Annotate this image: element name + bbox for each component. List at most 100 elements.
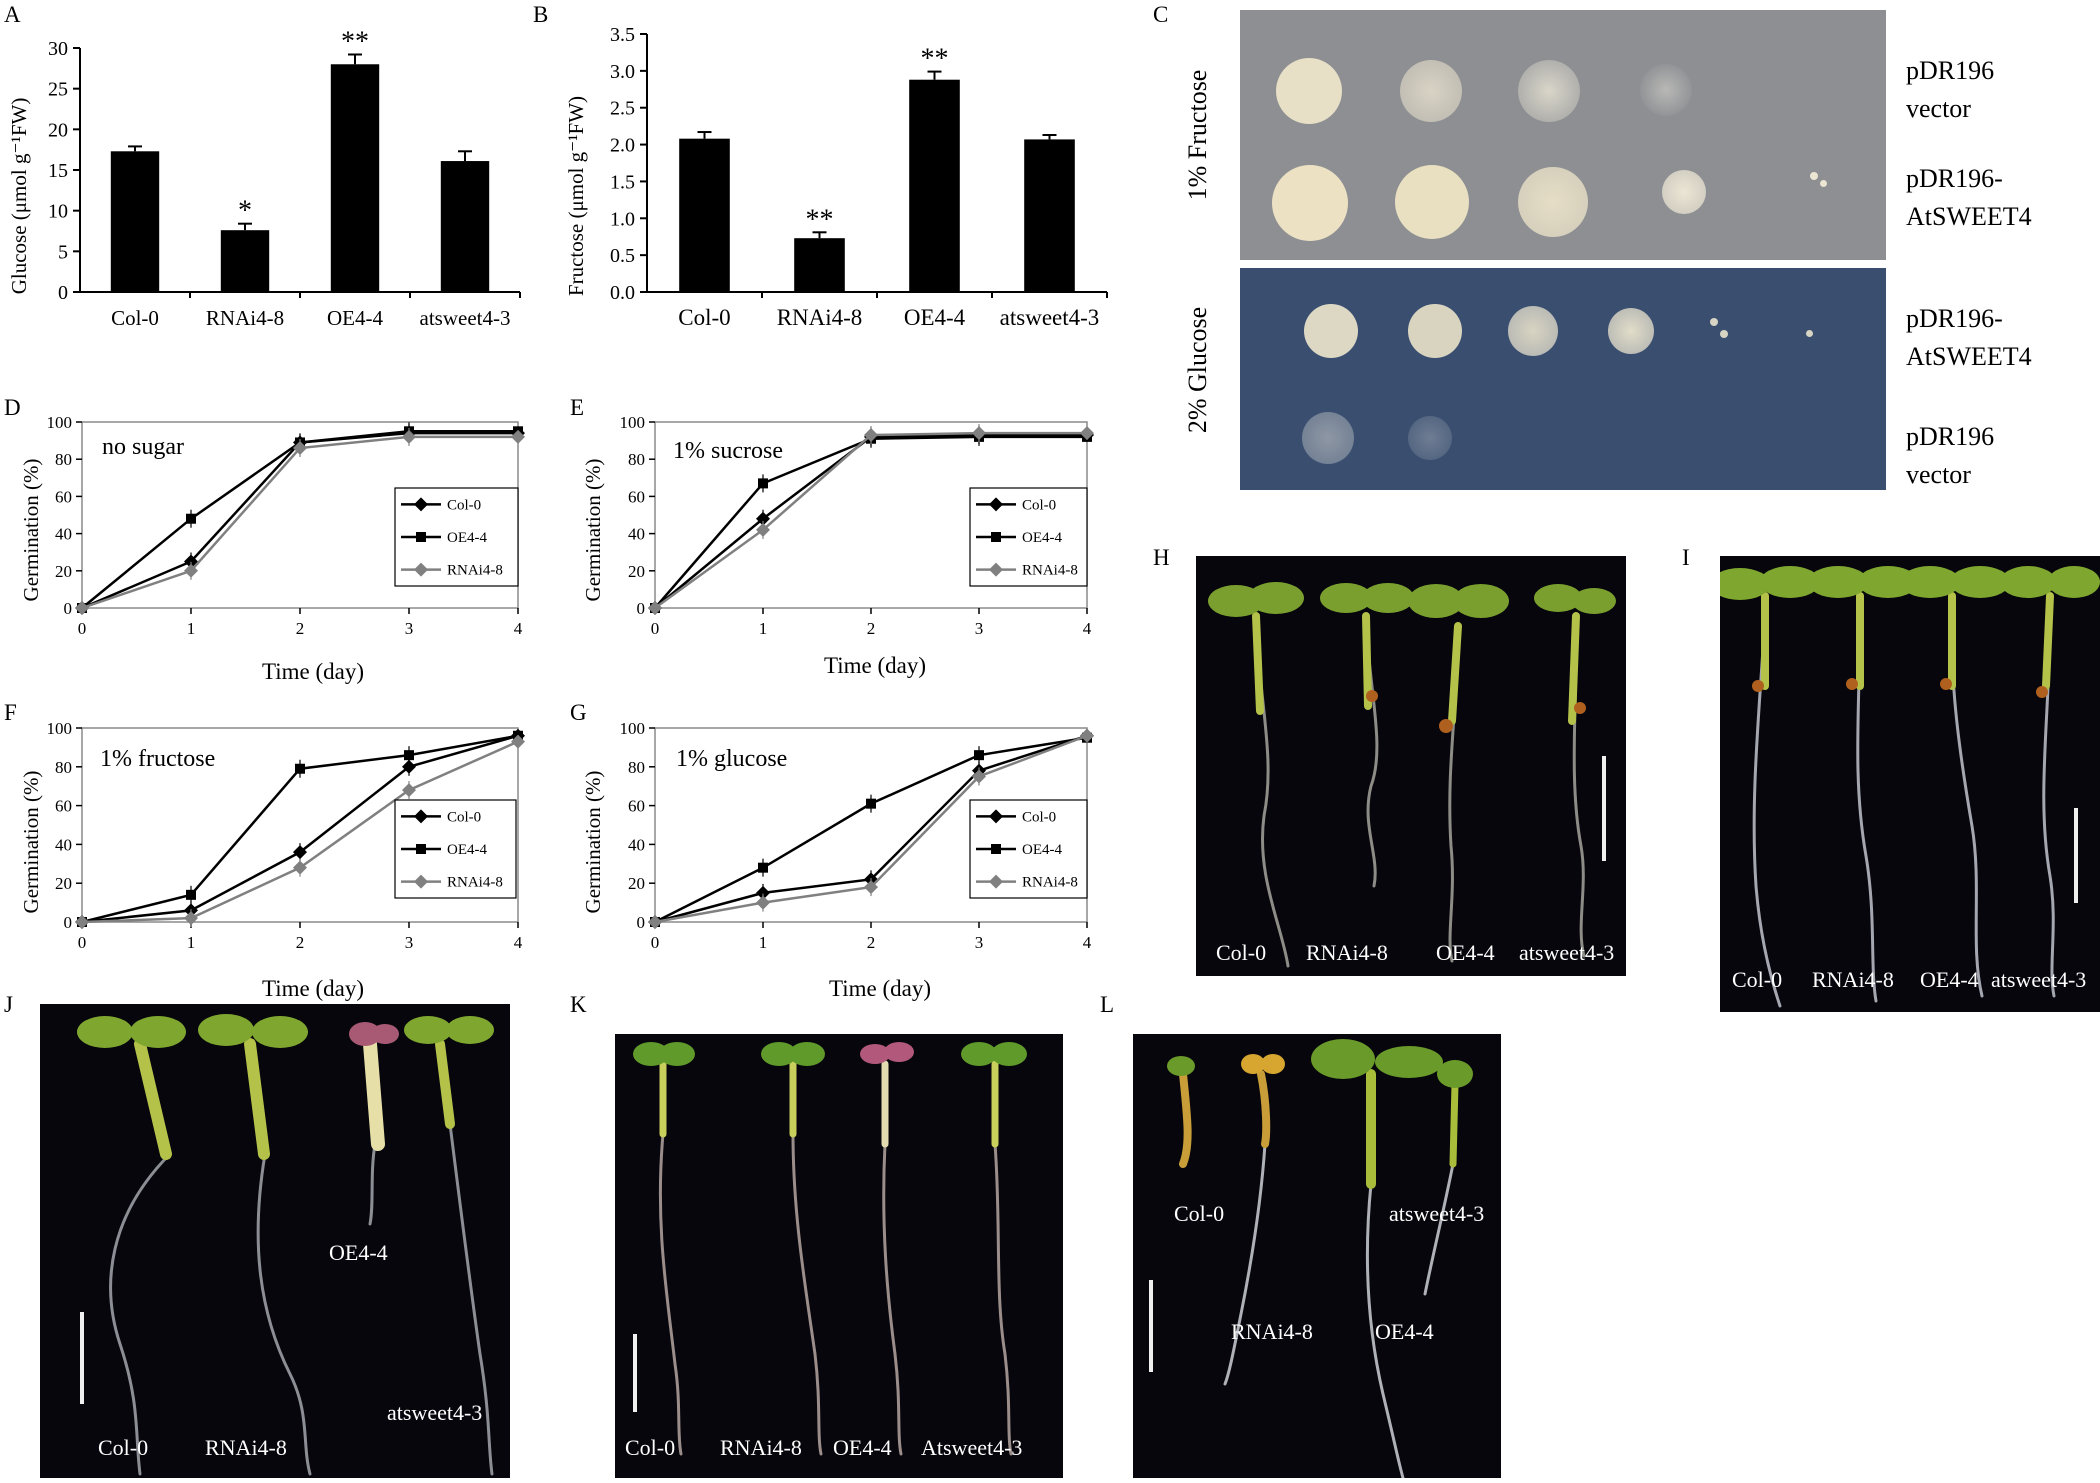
data-point xyxy=(75,915,89,929)
x-tick-label: 0 xyxy=(651,619,660,638)
data-point xyxy=(414,562,428,577)
y-tick-label: 100 xyxy=(620,719,646,738)
y-tick-label: 0.5 xyxy=(610,245,635,267)
chart-g-xlabel: Time (day) xyxy=(829,976,931,1001)
y-tick-label: 20 xyxy=(48,119,68,141)
x-tick-label: 3 xyxy=(975,619,984,638)
y-tick-label: 2.0 xyxy=(610,135,635,157)
legend-label: Col-0 xyxy=(447,497,481,513)
panel-label-i: I xyxy=(1682,545,1690,570)
y-tick-label: 80 xyxy=(628,450,645,469)
legend-label: Col-0 xyxy=(1022,497,1056,513)
plate-side-label-glucose: 2% Glucose xyxy=(1183,306,1212,434)
panel-label-l: L xyxy=(1100,992,1115,1017)
scale-bar xyxy=(1602,756,1606,861)
y-tick-label: 0.0 xyxy=(610,282,635,304)
data-point xyxy=(416,844,426,854)
data-point xyxy=(414,809,428,824)
x-tick-label: 1 xyxy=(187,619,196,638)
y-tick-label: 0 xyxy=(64,913,73,932)
data-point xyxy=(293,441,307,456)
bar xyxy=(110,151,160,292)
chart-b-ylabel: Fructose (μmol g⁻¹FW) xyxy=(564,96,588,296)
x-tick-label: 4 xyxy=(514,619,523,638)
panel-label-b: B xyxy=(533,2,549,27)
yeast-plate-glucose xyxy=(1240,268,1886,490)
data-point xyxy=(756,895,770,910)
colony-spot xyxy=(1395,165,1469,239)
chart-e-xlabel: Time (day) xyxy=(824,653,926,678)
strain-label-line: pDR196- xyxy=(1906,304,2003,333)
legend-label: OE4-4 xyxy=(447,530,487,546)
y-tick-label: 60 xyxy=(628,797,645,816)
y-tick-label: 40 xyxy=(55,835,72,854)
chart-a-ylabel: Glucose (μmol g⁻¹FW) xyxy=(7,98,31,295)
y-tick-label: 100 xyxy=(47,413,73,432)
panel-label-d: D xyxy=(4,395,21,420)
strain-label-line: AtSWEET4 xyxy=(1906,342,2032,371)
bar xyxy=(440,161,490,292)
seedling-label: RNAi4-8 xyxy=(1306,940,1388,965)
colony-spot xyxy=(1408,416,1452,460)
bar xyxy=(1024,139,1075,292)
panel-label-f: F xyxy=(4,700,17,725)
y-tick-label: 40 xyxy=(628,525,645,544)
chart-f-xlabel: Time (day) xyxy=(262,976,364,1001)
x-tick-label: 0 xyxy=(78,619,87,638)
y-tick-label: 80 xyxy=(628,758,645,777)
y-tick-label: 0 xyxy=(637,599,646,618)
strain-label-line: AtSWEET4 xyxy=(1906,202,2032,231)
x-tick-label: RNAi4-8 xyxy=(206,306,284,330)
data-point xyxy=(864,880,878,895)
seedling-label: RNAi4-8 xyxy=(720,1435,802,1460)
strain-label: pDR196 vector xyxy=(1906,52,1994,128)
scale-bar xyxy=(2074,808,2078,903)
data-point xyxy=(414,874,428,889)
data-point xyxy=(758,478,768,489)
data-point xyxy=(648,601,662,615)
data-point xyxy=(511,734,525,749)
colony-spot xyxy=(1710,318,1718,326)
x-tick-label: 1 xyxy=(759,619,768,638)
y-tick-label: 25 xyxy=(48,79,68,101)
seedling-label: OE4-4 xyxy=(833,1435,892,1460)
x-tick-label: 4 xyxy=(1083,933,1092,952)
y-tick-label: 20 xyxy=(55,874,72,893)
data-point xyxy=(972,769,986,784)
data-point xyxy=(991,844,1001,854)
data-point xyxy=(75,601,89,615)
data-point xyxy=(756,522,770,537)
significance-mark: ** xyxy=(341,27,369,58)
scale-bar xyxy=(80,1312,84,1404)
y-tick-label: 20 xyxy=(628,562,645,581)
scale-bar xyxy=(633,1334,637,1412)
y-tick-label: 1.5 xyxy=(610,171,635,193)
bar xyxy=(220,230,270,292)
seedling-label: RNAi4-8 xyxy=(205,1435,287,1460)
y-tick-label: 0 xyxy=(58,282,68,304)
strain-label-line: pDR196- xyxy=(1906,164,2003,193)
data-point xyxy=(184,563,198,578)
data-point xyxy=(648,915,662,929)
y-tick-label: 5 xyxy=(58,241,68,263)
seedling-photo-l: Col-0 RNAi4-8 OE4-4 atsweet4-3 xyxy=(1133,1034,1501,1478)
seedling-label: atsweet4-3 xyxy=(1519,940,1615,965)
x-tick-label: 2 xyxy=(867,619,876,638)
data-point xyxy=(402,783,416,798)
chart-g-ylabel: Germination (%) xyxy=(581,771,605,914)
colony-spot xyxy=(1640,64,1692,116)
colony-spot xyxy=(1810,172,1818,180)
data-point xyxy=(991,532,1001,542)
seedling-label: Atsweet4-3 xyxy=(921,1435,1023,1460)
legend-label: Col-0 xyxy=(1022,809,1056,825)
x-tick-label: atsweet4-3 xyxy=(420,306,511,330)
y-tick-label: 80 xyxy=(55,450,72,469)
seedling-photo-k: Col-0 RNAi4-8 OE4-4 Atsweet4-3 xyxy=(615,1034,1063,1478)
legend-label: OE4-4 xyxy=(1022,842,1062,858)
seedling-label: OE4-4 xyxy=(329,1240,388,1265)
data-point xyxy=(293,845,307,860)
seedling-label: atsweet4-3 xyxy=(387,1400,483,1425)
data-point xyxy=(756,511,770,526)
chart-d-annotation: no sugar xyxy=(102,434,184,460)
data-point xyxy=(402,429,416,444)
